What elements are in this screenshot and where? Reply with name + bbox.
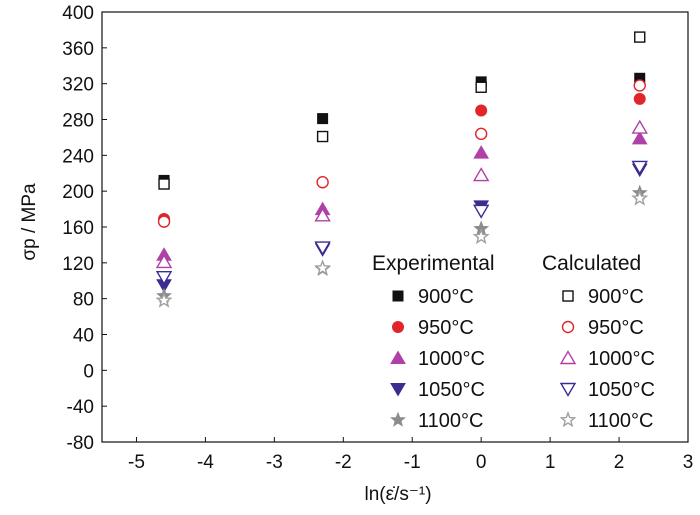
legend-marker [390,411,406,427]
series-calculated-950 [157,79,646,228]
x-tick-label: 2 [614,452,625,473]
y-axis: -80 -40 0 40 80 120 160 200 240 280 320 360 400 [62,3,107,454]
legend-marker [390,350,406,364]
y-tick-label: 40 [73,326,94,347]
y-tick-label: 200 [62,182,94,203]
plot-frame [101,11,689,443]
data-point [631,119,648,134]
legend-label: 1000°C [418,348,485,370]
x-tick-label: -5 [128,452,145,473]
x-tick-label: -1 [404,452,421,473]
data-point [314,207,331,222]
legend-marker [392,321,404,333]
legend-label: 900°C [418,286,474,308]
y-tick-label: -40 [67,397,94,418]
data-point [631,130,648,145]
y-tick-label: 280 [62,111,94,132]
x-axis-label: ln(ε̇/s⁻¹) [364,484,431,505]
data-point [155,254,173,269]
legend-label: 1050°C [418,379,485,401]
y-tick-label: 240 [62,146,94,167]
legend-marker [562,290,574,302]
x-axis: -5 -4 -3 -2 -1 0 1 2 3 [128,437,693,473]
series-experimental-1100 [156,184,648,303]
y-tick-label: 120 [62,254,94,275]
series-calculated-1050 [155,160,648,286]
x-tick-label: 3 [683,452,694,473]
legend-marker [392,290,404,302]
data-point [157,215,171,228]
data-points [155,31,649,308]
series-experimental-1000 [156,130,648,261]
data-point [316,176,329,189]
y-tick-label: 360 [62,39,94,60]
data-point [473,145,490,159]
legend-label: 950°C [588,317,644,339]
data-point [631,160,648,175]
plot-border [101,11,689,443]
legend-marker [561,320,575,334]
series-calculated-900 [158,31,646,190]
series-calculated-1100 [155,189,649,308]
legend-group-title: Experimental [372,252,495,275]
x-tick-label: 1 [545,452,556,473]
legend-label: 1050°C [588,379,655,401]
series-experimental-900 [158,72,646,186]
data-point [475,81,487,93]
data-point [314,241,331,256]
data-point [317,113,329,125]
y-tick-label: 0 [83,361,94,382]
data-point [472,167,490,182]
legend-marker [559,411,577,428]
data-point [316,130,329,143]
legend-label: 1100°C [588,410,653,432]
legend-marker [559,350,577,365]
data-point [633,92,646,105]
series-experimental-950 [158,92,646,225]
data-point [631,189,649,206]
data-point [472,204,490,219]
legend-marker [390,383,406,397]
series-calculated-1000 [155,119,648,269]
data-point [474,127,488,141]
y-tick-label: -80 [67,433,94,454]
y-tick-label: 320 [62,75,94,96]
data-point [158,178,170,190]
legend-marker [559,382,577,397]
data-point [314,259,332,276]
legend-label: 900°C [588,286,644,308]
x-tick-label: 0 [476,452,487,473]
data-point [155,291,173,308]
y-axis-label: σp / MPa [19,183,40,261]
data-point [634,31,646,43]
legend-group-title: Calculated [542,252,641,275]
data-point [472,227,490,245]
x-tick-label: -2 [335,452,352,473]
y-tick-label: 400 [62,3,94,24]
legend: Experimental 900°C 950°C 1000°C 1050°C 1100°C… [372,252,655,432]
x-tick-label: -4 [197,452,214,473]
data-point [475,104,488,117]
x-tick-label: -3 [266,452,283,473]
legend-label: 1000°C [588,348,655,370]
legend-label: 950°C [418,317,474,339]
y-tick-label: 80 [73,290,94,311]
data-point [155,270,173,286]
data-point [633,79,646,92]
legend-label: 1100°C [418,410,483,432]
y-tick-label: 160 [62,218,94,239]
